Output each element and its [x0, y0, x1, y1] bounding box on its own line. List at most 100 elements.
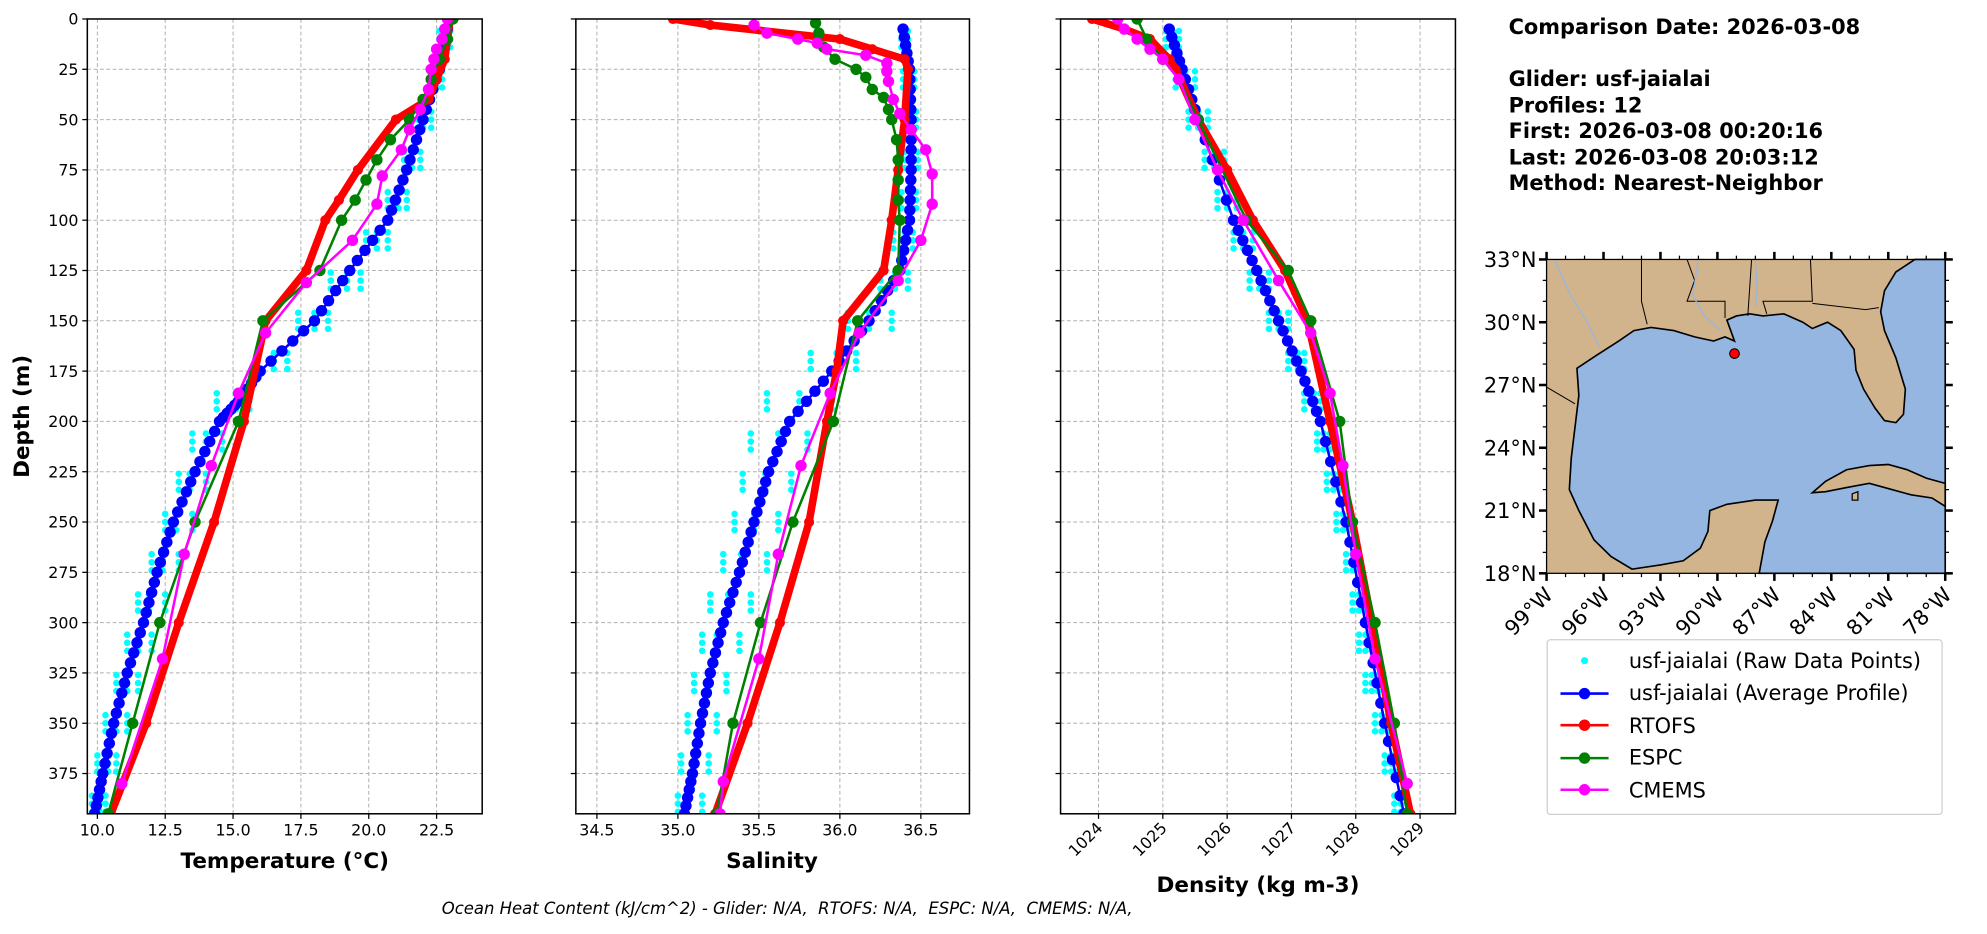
raw-data-point	[1175, 27, 1183, 35]
average-profile-marker	[118, 677, 131, 689]
cmems-marker	[714, 808, 726, 814]
average-profile-marker	[694, 717, 707, 729]
raw-data-point	[731, 518, 738, 526]
y-tick-label: 200	[48, 412, 78, 431]
raw-data-point	[362, 228, 370, 236]
espc-marker	[371, 154, 383, 166]
y-axis-label: Depth (m)	[10, 354, 36, 478]
average-profile-marker	[161, 536, 173, 548]
raw-data-point	[1368, 671, 1376, 679]
raw-data-point	[1349, 591, 1356, 598]
data-layer	[1087, 18, 1416, 814]
raw-data-point	[796, 389, 803, 397]
raw-data-point	[1342, 558, 1350, 566]
legend-label: ESPC	[1628, 745, 1683, 770]
average-profile-marker	[1281, 335, 1294, 347]
raw-data-point	[1323, 478, 1331, 486]
espc-marker	[1333, 415, 1346, 428]
raw-data-point	[904, 269, 912, 276]
raw-data-point	[674, 792, 682, 799]
raw-data-point	[427, 124, 435, 131]
average-profile-marker	[351, 254, 364, 267]
raw-data-point	[1265, 325, 1273, 333]
average-profile-marker	[700, 687, 713, 699]
cmems-marker	[376, 170, 389, 182]
raw-data-point	[189, 438, 196, 445]
river	[1553, 259, 1601, 348]
x-tick-label: 1028	[1322, 818, 1364, 860]
average-profile-marker	[276, 345, 288, 357]
raw-data-point	[357, 269, 364, 276]
cmems-marker	[860, 49, 872, 61]
espc-marker	[257, 315, 269, 327]
average-profile-marker	[779, 425, 792, 438]
cmems-marker	[1237, 214, 1249, 226]
raw-data-point	[739, 478, 746, 486]
average-profile-marker	[1306, 395, 1319, 407]
average-profile-marker	[709, 647, 722, 659]
cmems-marker	[761, 27, 773, 39]
average-profile-marker	[707, 657, 719, 669]
rtofs-marker	[209, 516, 220, 528]
lon-tick-label: 87°W	[1728, 583, 1786, 641]
raw-data-point	[327, 269, 335, 276]
raw-data-point	[787, 486, 795, 494]
average-profile-marker	[204, 435, 216, 448]
raw-data-point	[763, 389, 771, 397]
average-profile-marker	[99, 757, 111, 770]
average-profile-marker	[904, 204, 916, 216]
average-profile-marker	[417, 113, 429, 126]
cmems-marker	[1211, 164, 1224, 176]
average-profile-marker	[1241, 244, 1254, 257]
average-profile-marker	[905, 174, 917, 186]
raw-data-point	[123, 639, 131, 647]
average-profile-marker	[101, 747, 113, 760]
raw-data-point	[787, 478, 795, 486]
cmems-marker	[1131, 33, 1143, 45]
average-profile-marker	[1255, 274, 1267, 287]
raw-data-point	[327, 277, 335, 284]
legend-item: ESPC	[1558, 744, 1683, 772]
cmems-marker	[346, 234, 359, 247]
espc-marker	[882, 103, 895, 116]
raw-data-point	[202, 430, 210, 437]
y-tick-label: 225	[48, 462, 78, 481]
raw-data-point	[705, 768, 712, 775]
cmems-marker	[1324, 387, 1336, 399]
cmems-marker	[425, 63, 437, 75]
average-profile-marker	[739, 546, 751, 558]
rtofs-marker	[705, 19, 716, 31]
espc-marker	[1401, 808, 1413, 814]
raw-data-point	[102, 711, 109, 719]
average-profile-marker	[176, 496, 188, 508]
espc-marker	[890, 134, 903, 146]
raw-data-point	[888, 309, 895, 317]
cmems-marker	[232, 387, 245, 399]
cmems-marker	[926, 168, 938, 180]
raw-data-point	[713, 719, 721, 727]
raw-data-point	[904, 285, 912, 292]
glider-location-marker	[1729, 348, 1740, 359]
rtofs-marker	[878, 265, 889, 276]
y-tick-label: 50	[58, 110, 78, 129]
raw-data-point	[134, 671, 142, 679]
cmems-marker	[414, 103, 427, 116]
y-tick-label: 275	[48, 563, 78, 582]
espc-marker	[154, 616, 166, 629]
raw-data-point	[736, 631, 743, 638]
raw-data-point	[1362, 647, 1369, 655]
raw-data-point	[1172, 84, 1179, 91]
x-tick-label: 1024	[1065, 818, 1107, 860]
cmems-line	[1116, 18, 1409, 784]
raw-data-point	[804, 430, 811, 437]
raw-data-point	[1230, 237, 1237, 244]
average-profile-marker	[410, 134, 423, 146]
average-profile-marker	[1251, 264, 1263, 277]
raw-data-point	[1333, 518, 1340, 526]
y-tick-label: 325	[48, 664, 78, 683]
y-tick-label: 375	[48, 764, 78, 783]
cmems-marker	[403, 123, 416, 136]
raw-data-point	[1284, 317, 1292, 325]
raw-data-point	[427, 116, 435, 123]
